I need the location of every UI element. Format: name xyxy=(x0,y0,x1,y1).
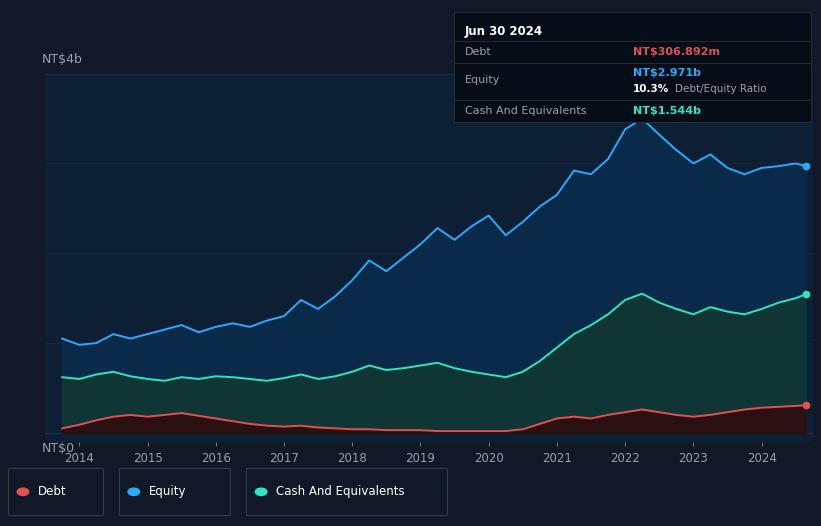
Text: Jun 30 2024: Jun 30 2024 xyxy=(465,25,543,38)
Text: Equity: Equity xyxy=(149,485,186,498)
Text: NT$306.892m: NT$306.892m xyxy=(633,47,719,57)
Text: Cash And Equivalents: Cash And Equivalents xyxy=(465,106,586,116)
Text: NT$4b: NT$4b xyxy=(41,53,82,66)
Text: Debt: Debt xyxy=(38,485,67,498)
Text: Cash And Equivalents: Cash And Equivalents xyxy=(276,485,405,498)
Text: Debt: Debt xyxy=(465,47,492,57)
Text: 10.3%: 10.3% xyxy=(633,84,669,94)
Text: Debt/Equity Ratio: Debt/Equity Ratio xyxy=(676,84,767,94)
Text: NT$1.544b: NT$1.544b xyxy=(633,106,700,116)
Text: NT$2.971b: NT$2.971b xyxy=(633,68,700,78)
Text: Equity: Equity xyxy=(465,75,500,85)
Text: NT$0: NT$0 xyxy=(41,442,75,455)
